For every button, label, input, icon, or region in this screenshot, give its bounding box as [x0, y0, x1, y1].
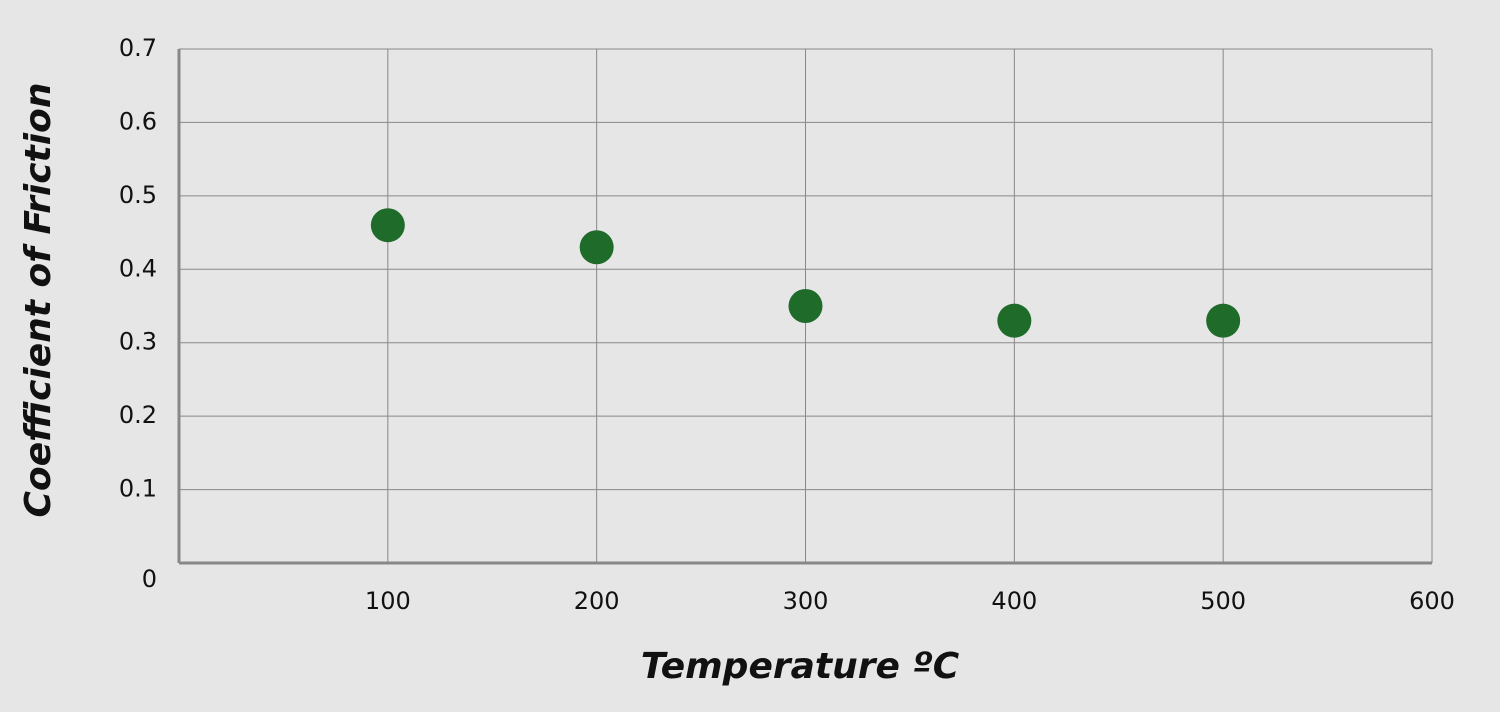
x-tick-label: 600	[1409, 587, 1455, 615]
x-tick-label: 100	[365, 587, 411, 615]
x-tick-label: 200	[574, 587, 620, 615]
point	[1206, 303, 1241, 338]
y-tick-label: 0.2	[119, 401, 157, 429]
y-tick-label: 0.1	[119, 475, 157, 503]
point	[997, 303, 1032, 338]
point	[370, 208, 405, 243]
x-tick-label: 300	[783, 587, 829, 615]
x-axis-title: Temperature ºC	[641, 646, 960, 687]
x-tick-label: 500	[1200, 587, 1246, 615]
point	[579, 230, 614, 265]
y-tick-label: 0.3	[119, 328, 157, 356]
x-tick-label: 400	[991, 587, 1037, 615]
y-tick-label: 0	[142, 565, 157, 593]
y-tick-label: 0.5	[119, 181, 157, 209]
y-tick-label: 0.6	[119, 107, 157, 135]
y-tick-label: 0.7	[119, 34, 157, 62]
y-tick-label: 0.4	[119, 254, 157, 282]
point	[788, 289, 823, 323]
y-axis-title: Coefficient of Friction	[18, 83, 59, 518]
